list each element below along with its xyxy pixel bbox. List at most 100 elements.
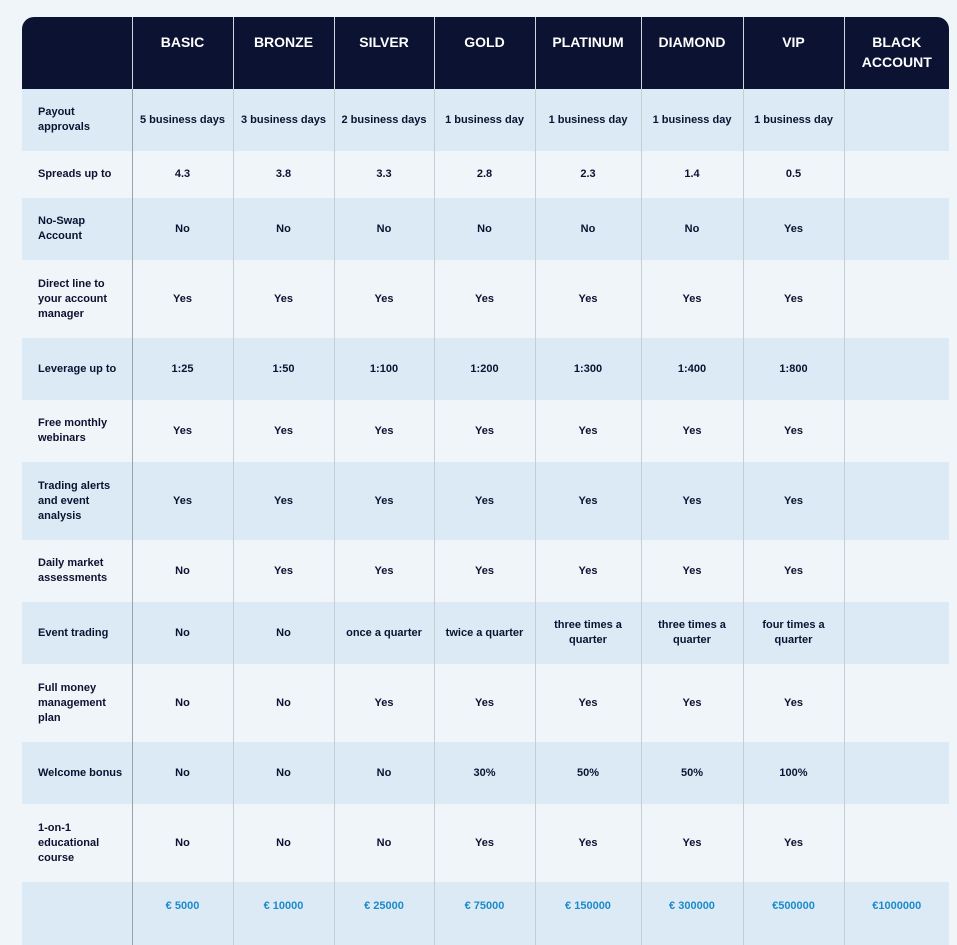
table-cell <box>843 540 949 602</box>
table-cell: twice a quarter <box>433 602 535 664</box>
table-cell: Yes <box>333 540 434 602</box>
table-cell: 0.5 <box>742 151 844 198</box>
table-cell: Yes <box>333 462 434 540</box>
price-cell-black-account: €1000000 <box>843 882 949 945</box>
table-cell: No <box>132 664 233 742</box>
price-cell-platinum: € 150000 <box>534 882 641 945</box>
table-row-spreads: Spreads up to 4.3 3.8 3.3 2.8 2.3 1.4 0.… <box>22 151 949 198</box>
tier-name: VIP <box>782 34 805 50</box>
table-cell: No <box>534 198 641 260</box>
table-cell: 3 business days <box>232 89 334 151</box>
row-label: 1-on-1 educational course <box>22 804 133 882</box>
table-cell <box>843 260 949 338</box>
table-cell: Yes <box>232 400 334 462</box>
table-row-event-trading: Event trading No No once a quarter twice… <box>22 602 949 664</box>
table-cell: 3.3 <box>333 151 434 198</box>
row-label: Payout approvals <box>22 89 133 151</box>
row-label: Free monthly webinars <box>22 400 133 462</box>
table-cell: 1:300 <box>534 338 641 400</box>
table-cell: 30% <box>433 742 535 804</box>
table-cell: Yes <box>232 260 334 338</box>
tier-header-bronze: BRONZE <box>232 17 334 89</box>
table-cell: 1:100 <box>333 338 434 400</box>
table-cell <box>843 338 949 400</box>
table-row-direct-line: Direct line to your account manager Yes … <box>22 260 949 338</box>
table-row-no-swap: No-Swap Account No No No No No No Yes <box>22 198 949 260</box>
table-cell: Yes <box>433 260 535 338</box>
table-cell: once a quarter <box>333 602 434 664</box>
table-cell: Yes <box>742 260 844 338</box>
table-cell: Yes <box>640 540 743 602</box>
price-cell-diamond: € 300000 <box>640 882 743 945</box>
table-cell: 1.4 <box>640 151 743 198</box>
table-cell: Yes <box>742 804 844 882</box>
tier-name: GOLD <box>464 34 505 50</box>
table-cell: Yes <box>534 260 641 338</box>
table-cell: 4.3 <box>132 151 233 198</box>
table-cell: No <box>132 742 233 804</box>
account-comparison-table-wrapper: BASIC BRONZE SILVER GOLD PLATINUM DIAMON… <box>22 17 949 945</box>
table-row-welcome-bonus: Welcome bonus No No No 30% 50% 50% 100% <box>22 742 949 804</box>
table-cell: 100% <box>742 742 844 804</box>
table-cell: Yes <box>640 462 743 540</box>
table-cell: Yes <box>232 540 334 602</box>
table-cell: 50% <box>640 742 743 804</box>
table-cell <box>843 462 949 540</box>
table-cell: No <box>433 198 535 260</box>
table-cell: Yes <box>433 804 535 882</box>
tier-name: BASIC <box>160 34 205 50</box>
table-cell: 1 business day <box>640 89 743 151</box>
table-cell: three times a quarter <box>534 602 641 664</box>
row-label: Welcome bonus <box>22 742 133 804</box>
table-cell: Yes <box>742 664 844 742</box>
table-cell: No <box>132 602 233 664</box>
table-cell <box>843 742 949 804</box>
table-cell: Yes <box>433 462 535 540</box>
table-cell: No <box>333 804 434 882</box>
table-cell: 2 business days <box>333 89 434 151</box>
table-cell: No <box>132 540 233 602</box>
tier-header-gold: GOLD <box>433 17 535 89</box>
table-cell: Yes <box>132 260 233 338</box>
row-label: Leverage up to <box>22 338 133 400</box>
table-cell <box>843 151 949 198</box>
table-row-webinars: Free monthly webinars Yes Yes Yes Yes Ye… <box>22 400 949 462</box>
table-cell: Yes <box>742 540 844 602</box>
table-cell: 1 business day <box>742 89 844 151</box>
tier-header-platinum: PLATINUM <box>534 17 641 89</box>
table-cell: four times a quarter <box>742 602 844 664</box>
table-cell: No <box>232 664 334 742</box>
tier-header-black-account: BLACK ACCOUNT <box>843 17 949 89</box>
table-cell: Yes <box>534 664 641 742</box>
table-cell <box>843 89 949 151</box>
row-label: Full money management plan <box>22 664 133 742</box>
price-label-cell <box>22 882 133 945</box>
account-comparison-table: BASIC BRONZE SILVER GOLD PLATINUM DIAMON… <box>22 17 949 945</box>
table-cell: Yes <box>640 400 743 462</box>
table-cell: 2.8 <box>433 151 535 198</box>
price-cell-silver: € 25000 <box>333 882 434 945</box>
table-cell: No <box>232 198 334 260</box>
table-cell <box>843 804 949 882</box>
table-cell: Yes <box>333 260 434 338</box>
row-label: Direct line to your account manager <box>22 260 133 338</box>
tier-header-vip: VIP <box>742 17 844 89</box>
table-row-minimum-deposit: € 5000 € 10000 € 25000 € 75000 € 150000 … <box>22 882 949 945</box>
table-cell: 1:200 <box>433 338 535 400</box>
table-cell: Yes <box>132 400 233 462</box>
table-cell: three times a quarter <box>640 602 743 664</box>
table-cell: 1 business day <box>433 89 535 151</box>
row-label: Event trading <box>22 602 133 664</box>
table-cell: 1:25 <box>132 338 233 400</box>
table-cell: Yes <box>534 804 641 882</box>
price-cell-bronze: € 10000 <box>232 882 334 945</box>
table-row-payout-approvals: Payout approvals 5 business days 3 busin… <box>22 89 949 151</box>
table-cell: Yes <box>640 260 743 338</box>
price-cell-gold: € 75000 <box>433 882 535 945</box>
table-row-educational-course: 1-on-1 educational course No No No Yes Y… <box>22 804 949 882</box>
table-cell: Yes <box>640 804 743 882</box>
table-cell: 1 business day <box>534 89 641 151</box>
table-cell: 1:800 <box>742 338 844 400</box>
table-cell: Yes <box>333 664 434 742</box>
table-cell: 5 business days <box>132 89 233 151</box>
